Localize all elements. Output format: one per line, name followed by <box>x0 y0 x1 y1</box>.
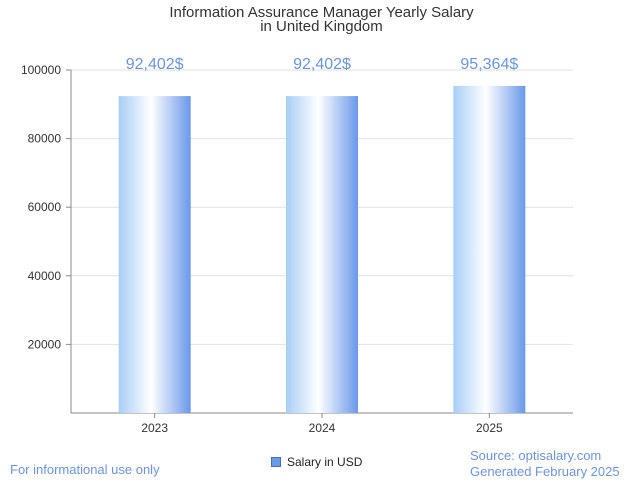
x-tick-label-2023: 2023 <box>141 421 168 435</box>
legend[interactable]: Salary in USD <box>271 455 362 469</box>
bar-2025 <box>453 85 526 413</box>
data-label-2025: 95,364$ <box>460 56 518 73</box>
y-tick-label-80000: 80000 <box>28 132 62 146</box>
y-tick-label-100000: 100000 <box>21 63 61 77</box>
data-label-2024: 92,402$ <box>293 56 351 73</box>
data-label-2023: 92,402$ <box>126 56 184 73</box>
x-tick-label-2025: 2025 <box>476 421 503 435</box>
y-tick-label-40000: 40000 <box>28 269 62 283</box>
chart-title-line-1: Information Assurance Manager Yearly Sal… <box>169 4 474 21</box>
source-text: Source: optisalary.com <box>470 448 602 463</box>
y-tick-label-20000: 20000 <box>28 337 62 351</box>
chart-title-line-2: in United Kingdom <box>260 18 383 35</box>
y-tick-label-60000: 60000 <box>28 200 62 214</box>
bar-2024 <box>286 96 358 413</box>
bar-2023 <box>118 96 191 413</box>
generated-date-text: Generated February 2025 <box>470 464 620 479</box>
x-tick-label-2024: 2024 <box>309 421 336 435</box>
disclaimer-text: For informational use only <box>10 462 160 477</box>
legend-label: Salary in USD <box>287 455 363 469</box>
legend-swatch <box>271 457 281 467</box>
